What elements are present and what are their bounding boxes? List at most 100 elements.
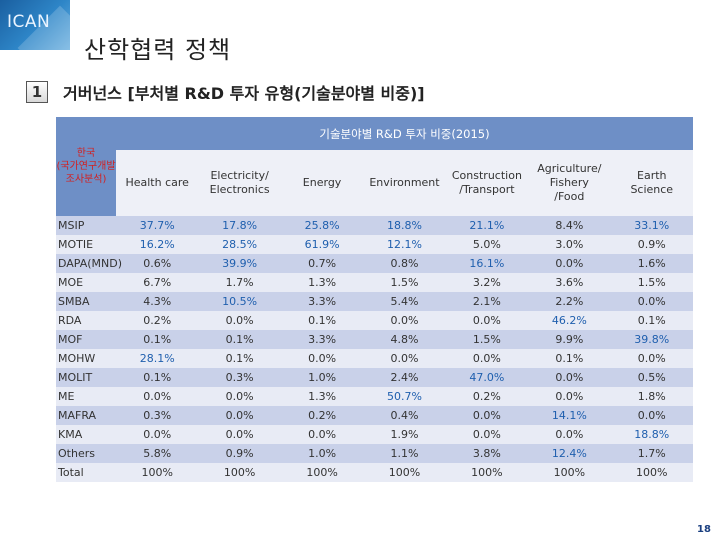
value-cell: 0.0% bbox=[116, 387, 199, 406]
value-cell: 0.1% bbox=[198, 330, 281, 349]
value-cell: 0.0% bbox=[445, 311, 529, 330]
value-cell: 0.0% bbox=[198, 387, 281, 406]
value-cell: 0.1% bbox=[116, 330, 199, 349]
value-cell: 0.0% bbox=[445, 406, 529, 425]
value-cell: 16.2% bbox=[116, 235, 199, 254]
value-cell: 37.7% bbox=[116, 216, 199, 235]
corner-label-text: 한국 (국가연구개발 조사분석) bbox=[56, 148, 116, 185]
value-cell: 18.8% bbox=[610, 425, 693, 444]
footer-divider bbox=[0, 510, 693, 512]
value-cell: 0.0% bbox=[116, 425, 199, 444]
table-row: MOE 6.7% 1.7% 1.3% 1.5% 3.2% 3.6% 1.5% bbox=[56, 273, 693, 292]
value-cell: 0.0% bbox=[198, 311, 281, 330]
value-cell: 1.0% bbox=[280, 444, 364, 463]
table-body: MSIP 37.7% 17.8% 25.8% 18.8% 21.1% 8.4% 33.1% MO… bbox=[56, 216, 693, 482]
value-cell: 0.6% bbox=[116, 254, 199, 273]
rd-investment-table: 한국 (국가연구개발 조사분석) 기술분야별 R&D 투자 비중(2015) Hea… bbox=[56, 117, 693, 482]
page-number: 18 bbox=[693, 518, 715, 540]
value-cell: 28.1% bbox=[116, 349, 199, 368]
table-corner-label: 한국 (국가연구개발 조사분석) bbox=[56, 117, 116, 216]
value-cell: 17.8% bbox=[198, 216, 281, 235]
table-row: Total 100% 100% 100% 100% 100% 100% 100% bbox=[56, 463, 693, 482]
value-cell: 0.1% bbox=[528, 349, 611, 368]
agency-cell: MSIP bbox=[56, 216, 116, 235]
table-row: MOTIE 16.2% 28.5% 61.9% 12.1% 5.0% 3.0% 0.9% bbox=[56, 235, 693, 254]
value-cell: 3.8% bbox=[445, 444, 529, 463]
table-row: RDA 0.2% 0.0% 0.1% 0.0% 0.0% 46.2% 0.1% bbox=[56, 311, 693, 330]
value-cell: 33.1% bbox=[610, 216, 693, 235]
value-cell: 0.0% bbox=[363, 311, 446, 330]
value-cell: 100% bbox=[280, 463, 364, 482]
agency-cell: Others bbox=[56, 444, 116, 463]
value-cell: 1.5% bbox=[363, 273, 446, 292]
agency-cell: MOTIE bbox=[56, 235, 116, 254]
value-cell: 1.7% bbox=[610, 444, 693, 463]
table-row: MOLIT 0.1% 0.3% 1.0% 2.4% 47.0% 0.0% 0.5% bbox=[56, 368, 693, 387]
agency-cell: Total bbox=[56, 463, 116, 482]
agency-cell: ME bbox=[56, 387, 116, 406]
agency-cell: RDA bbox=[56, 311, 116, 330]
value-cell: 4.8% bbox=[363, 330, 446, 349]
table-row: SMBA 4.3% 10.5% 3.3% 5.4% 2.1% 2.2% 0.0% bbox=[56, 292, 693, 311]
column-header: Earth Science bbox=[610, 150, 693, 216]
table-row: MOF 0.1% 0.1% 3.3% 4.8% 1.5% 9.9% 39.8% bbox=[56, 330, 693, 349]
value-cell: 50.7% bbox=[363, 387, 446, 406]
value-cell: 47.0% bbox=[445, 368, 529, 387]
column-header: Health care bbox=[116, 150, 199, 216]
value-cell: 2.1% bbox=[445, 292, 529, 311]
column-header: Energy bbox=[280, 150, 364, 216]
column-header-row: Health care Electricity/Electronics Energy… bbox=[56, 150, 693, 216]
value-cell: 3.3% bbox=[280, 292, 364, 311]
value-cell: 12.1% bbox=[363, 235, 446, 254]
value-cell: 0.0% bbox=[280, 349, 364, 368]
value-cell: 0.0% bbox=[610, 406, 693, 425]
value-cell: 2.2% bbox=[528, 292, 611, 311]
value-cell: 39.9% bbox=[198, 254, 281, 273]
value-cell: 5.0% bbox=[445, 235, 529, 254]
value-cell: 2.4% bbox=[363, 368, 446, 387]
value-cell: 21.1% bbox=[445, 216, 529, 235]
agency-cell: MAFRA bbox=[56, 406, 116, 425]
section-heading: 1 거버넌스 [부처별 R&D 투자 유형(기술분야별 비중)] bbox=[26, 80, 425, 104]
table-row: MAFRA 0.3% 0.0% 0.2% 0.4% 0.0% 14.1% 0.0% bbox=[56, 406, 693, 425]
value-cell: 100% bbox=[198, 463, 281, 482]
value-cell: 10.5% bbox=[198, 292, 281, 311]
table-row: ME 0.0% 0.0% 1.3% 50.7% 0.2% 0.0% 1.8% bbox=[56, 387, 693, 406]
value-cell: 1.5% bbox=[445, 330, 529, 349]
value-cell: 12.4% bbox=[528, 444, 611, 463]
agency-cell: MOLIT bbox=[56, 368, 116, 387]
value-cell: 0.0% bbox=[528, 368, 611, 387]
value-cell: 0.4% bbox=[363, 406, 446, 425]
table-row: MOHW 28.1% 0.1% 0.0% 0.0% 0.0% 0.1% 0.0% bbox=[56, 349, 693, 368]
value-cell: 0.2% bbox=[445, 387, 529, 406]
table-row: Others 5.8% 0.9% 1.0% 1.1% 3.8% 12.4% 1.7% bbox=[56, 444, 693, 463]
value-cell: 0.3% bbox=[116, 406, 199, 425]
value-cell: 3.3% bbox=[280, 330, 364, 349]
value-cell: 0.3% bbox=[198, 368, 281, 387]
value-cell: 28.5% bbox=[198, 235, 281, 254]
value-cell: 0.0% bbox=[528, 425, 611, 444]
value-cell: 0.1% bbox=[280, 311, 364, 330]
value-cell: 9.9% bbox=[528, 330, 611, 349]
agency-cell: KMA bbox=[56, 425, 116, 444]
value-cell: 100% bbox=[610, 463, 693, 482]
section-subtitle: 거버넌스 [부처별 R&D 투자 유형(기술분야별 비중)] bbox=[63, 84, 425, 103]
value-cell: 3.0% bbox=[528, 235, 611, 254]
value-cell: 46.2% bbox=[528, 311, 611, 330]
value-cell: 0.0% bbox=[445, 349, 529, 368]
value-cell: 0.0% bbox=[610, 292, 693, 311]
value-cell: 100% bbox=[528, 463, 611, 482]
value-cell: 0.1% bbox=[610, 311, 693, 330]
value-cell: 6.7% bbox=[116, 273, 199, 292]
value-cell: 100% bbox=[363, 463, 446, 482]
value-cell: 0.0% bbox=[445, 425, 529, 444]
value-cell: 5.4% bbox=[363, 292, 446, 311]
value-cell: 0.1% bbox=[116, 368, 199, 387]
value-cell: 25.8% bbox=[280, 216, 364, 235]
agency-cell: MOHW bbox=[56, 349, 116, 368]
value-cell: 0.0% bbox=[528, 254, 611, 273]
value-cell: 1.5% bbox=[610, 273, 693, 292]
value-cell: 8.4% bbox=[528, 216, 611, 235]
table-row: DAPA(MND) 0.6% 39.9% 0.7% 0.8% 16.1% 0.0% 1.6% bbox=[56, 254, 693, 273]
value-cell: 18.8% bbox=[363, 216, 446, 235]
